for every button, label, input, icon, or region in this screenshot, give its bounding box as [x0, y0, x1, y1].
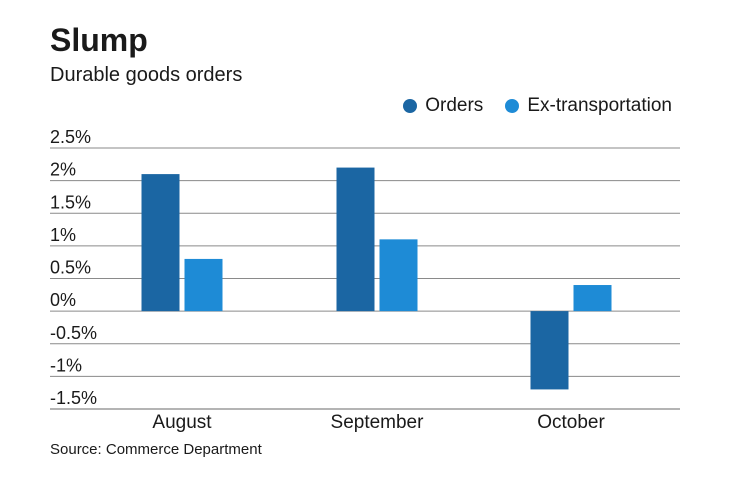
bar-orders-october	[530, 311, 569, 390]
y-tick-label: 2%	[50, 160, 76, 180]
legend-item-ex-transportation: Ex-transportation	[505, 95, 672, 117]
y-tick-label: 1.5%	[50, 192, 91, 212]
legend-swatch-ex-transportation	[505, 99, 520, 113]
y-tick-label: -1.5%	[50, 388, 97, 408]
chart-subtitle: Durable goods orders	[50, 64, 243, 86]
bar-ex-transportation-october	[573, 285, 612, 312]
bar-orders-september	[336, 167, 375, 312]
bar-orders-august	[141, 174, 180, 312]
legend-label-ex-transportation: Ex-transportation	[527, 95, 672, 116]
y-tick-label: 2.5%	[50, 127, 91, 147]
x-category-label: August	[152, 412, 212, 433]
y-tick-label: -0.5%	[50, 323, 97, 343]
x-category-label: September	[331, 412, 425, 433]
x-category-label: October	[537, 412, 605, 433]
chart-title: Slump	[50, 22, 148, 58]
legend-label-orders: Orders	[425, 95, 484, 116]
legend-swatch-orders	[403, 99, 418, 113]
legend-item-orders: Orders	[403, 95, 483, 117]
bar-ex-transportation-september	[379, 239, 418, 312]
y-tick-label: 1%	[50, 225, 76, 245]
source-note: Source: Commerce Department	[50, 441, 262, 458]
y-tick-label: -1%	[50, 355, 82, 375]
y-tick-label: 0.5%	[50, 258, 91, 278]
bar-ex-transportation-august	[184, 258, 223, 312]
y-tick-label: 0%	[50, 290, 76, 310]
legend: Orders Ex-transportation	[381, 95, 672, 117]
